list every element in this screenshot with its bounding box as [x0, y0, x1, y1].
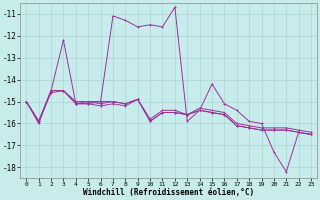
X-axis label: Windchill (Refroidissement éolien,°C): Windchill (Refroidissement éolien,°C): [83, 188, 254, 197]
